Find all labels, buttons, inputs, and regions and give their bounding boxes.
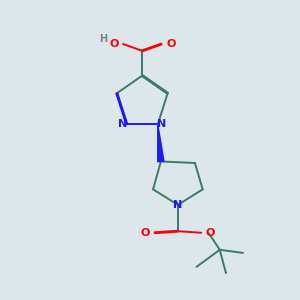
Polygon shape [158,124,164,162]
Text: O: O [109,39,118,49]
Text: H: H [99,34,107,44]
Text: N: N [173,200,182,210]
Text: N: N [157,119,166,129]
Text: N: N [118,119,128,129]
Text: O: O [141,228,150,238]
Text: O: O [166,39,176,49]
Text: O: O [206,228,215,238]
